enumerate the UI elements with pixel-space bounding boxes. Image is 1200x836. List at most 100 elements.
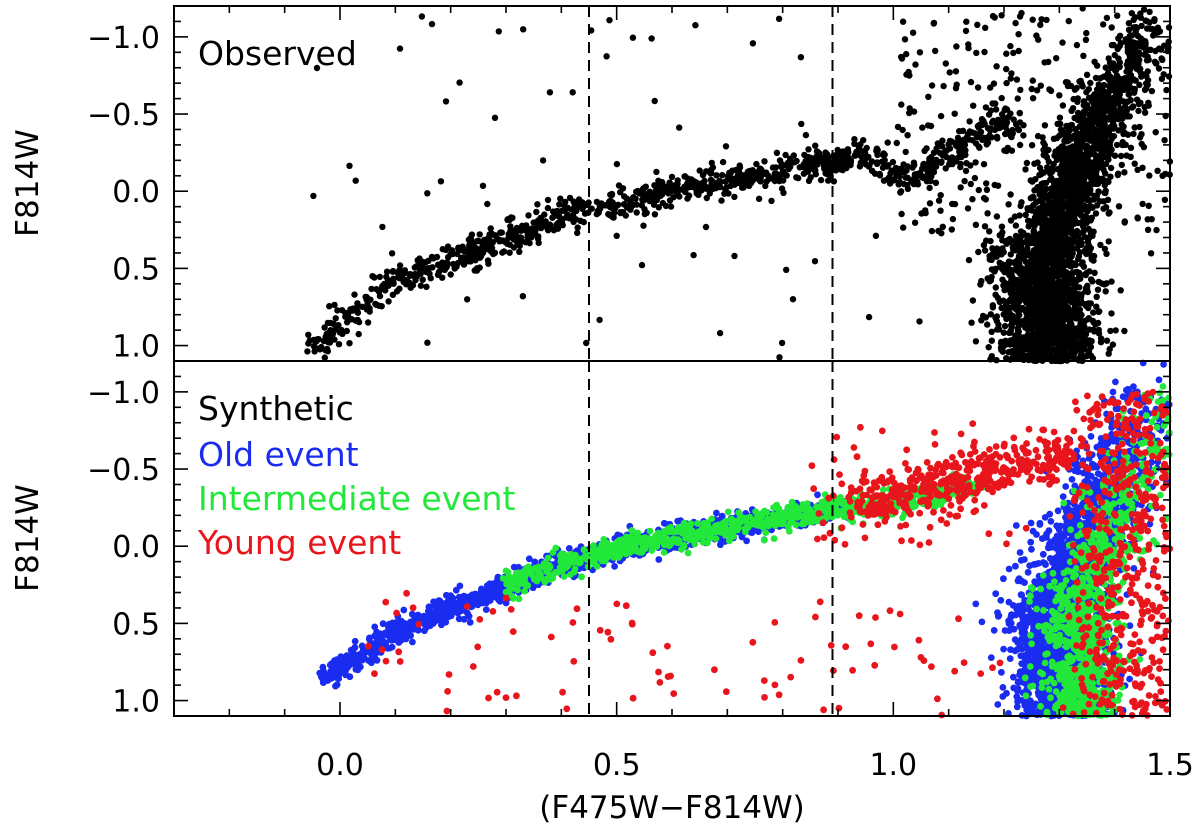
observed-point [796,164,803,171]
observed-point [1153,226,1160,234]
observed-point [937,192,944,199]
observed-point [1019,279,1026,286]
observed-point [1022,258,1030,266]
observed-point [362,293,369,301]
observed-point [987,277,995,284]
observed-point [731,252,738,260]
observed-point [1029,95,1037,102]
observed-point [881,157,888,164]
observed-point [1141,103,1149,111]
observed-point [606,211,613,219]
observed-point [593,210,600,218]
observed-point [822,149,829,156]
observed-point [650,201,658,208]
observed-point [1145,56,1152,64]
observed-point [993,213,1001,220]
observed-point [1049,346,1056,353]
observed-point [1124,43,1131,51]
observed-point [847,161,854,169]
observed-point [975,186,982,194]
observed-point [1027,177,1034,184]
observed-point [1014,95,1021,102]
observed-panel: Observed [198,5,1174,365]
observed-point [1154,167,1161,174]
observed-point [1115,203,1123,210]
observed-point [1121,169,1128,176]
observed-point [1108,24,1115,31]
observed-point [1117,287,1124,294]
observed-point [1037,21,1044,29]
observed-point [1130,103,1137,110]
observed-point [1067,276,1074,283]
observed-point [481,243,488,250]
observed-point [985,344,992,351]
observed-point [1082,331,1090,338]
observed-point [795,174,802,182]
observed-point [653,168,660,176]
observed-point [956,128,963,135]
observed-point [1104,140,1111,147]
observed-point [1077,300,1085,307]
observed-point [1100,198,1108,205]
observed-point [1087,343,1094,350]
observed-point [668,173,676,181]
observed-point [987,84,994,91]
observed-point [898,101,905,108]
observed-point [1041,122,1049,129]
observed-point [964,205,972,212]
observed-point [476,264,483,271]
observed-point [1041,59,1048,66]
observed-point [1008,70,1015,77]
observed-point [999,348,1007,355]
old-event-point [674,517,682,525]
observed-point [1051,228,1058,235]
observed-point [819,154,827,161]
observed-point [1085,196,1093,204]
observed-point [676,124,683,131]
observed-point [1078,195,1086,202]
observed-point [658,178,666,186]
observed-point [714,182,722,190]
observed-point [1130,16,1137,24]
observed-point [388,250,396,257]
observed-point [988,266,996,273]
observed-point [667,203,675,210]
observed-point [1151,16,1158,23]
observed-point [926,155,933,162]
observed-point [876,170,883,178]
observed-point [1060,156,1067,163]
observed-point [1105,130,1113,137]
observed-point [1066,318,1073,325]
observed-point [952,85,960,92]
observed-point [444,259,451,266]
observed-point [986,228,993,235]
observed-point [1100,205,1107,212]
observed-point [383,273,390,280]
observed-point [1086,215,1093,222]
observed-point [1005,348,1012,356]
observed-point [811,166,818,174]
observed-point [1163,86,1170,94]
observed-point [1054,120,1061,128]
observed-point [321,354,328,361]
old-event-point [449,594,457,602]
observed-point [898,55,906,62]
observed-point [1089,278,1096,285]
observed-point [1122,141,1129,148]
observed-point [1135,100,1143,108]
observed-point [487,225,494,232]
old-event-point [358,642,366,650]
observed-point [485,236,492,243]
observed-point [351,291,358,298]
observed-point [1071,312,1078,319]
observed-point [352,177,359,184]
observed-point [1015,243,1023,250]
observed-point [884,139,891,146]
observed-point [313,337,320,344]
observed-point [383,268,391,275]
observed-point [906,72,913,79]
observed-point [1059,102,1067,109]
observed-point [824,164,831,171]
observed-point [651,211,659,218]
observed-point [1078,291,1085,298]
